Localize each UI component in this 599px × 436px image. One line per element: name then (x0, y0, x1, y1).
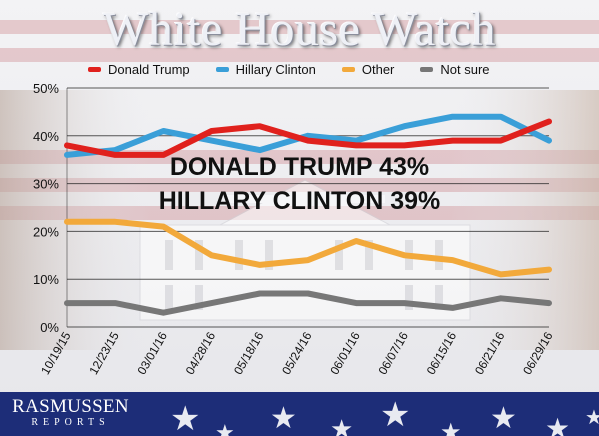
x-tick-label: 06/29/16 (520, 329, 556, 377)
footer-band (0, 392, 599, 436)
y-tick-label: 10% (33, 272, 59, 287)
x-tick-label: 06/07/16 (376, 329, 412, 377)
legend: Donald Trump Hillary Clinton Other Not s… (88, 62, 490, 77)
svg-text:★: ★ (585, 405, 599, 429)
svg-text:★: ★ (330, 415, 353, 436)
legend-label-not-sure: Not sure (440, 62, 490, 77)
rasmussen-logo: RASMUSSEN REPORTS (8, 396, 133, 428)
logo-sub: REPORTS (31, 417, 110, 428)
legend-item-not-sure: Not sure (420, 62, 490, 77)
svg-text:★: ★ (440, 418, 462, 436)
legend-label-trump: Donald Trump (108, 62, 190, 77)
y-tick-label: 0% (40, 320, 59, 335)
svg-text:★: ★ (270, 401, 297, 436)
x-tick-label: 06/15/16 (424, 329, 460, 377)
legend-label-other: Other (361, 62, 395, 77)
legend-swatch-not-sure (420, 67, 434, 72)
legend-item-trump: Donald Trump (88, 62, 190, 77)
y-tick-label: 20% (33, 224, 59, 239)
x-tick-label: 06/01/16 (327, 329, 363, 377)
logo-name: RASMUSSEN (12, 396, 129, 417)
series-line-hillary-clinton (64, 113, 552, 158)
headline-clinton: HILLARY CLINTON 39% (158, 187, 441, 215)
svg-text:★: ★ (545, 412, 570, 436)
legend-label-clinton: Hillary Clinton (235, 62, 316, 77)
y-tick-label: 30% (33, 177, 59, 192)
svg-text:★: ★ (215, 421, 235, 436)
svg-text:★: ★ (380, 395, 410, 435)
x-tick-label: 10/19/15 (38, 329, 74, 377)
svg-text:★: ★ (170, 399, 200, 436)
x-tick-label: 06/21/16 (472, 329, 508, 377)
x-tick-label: 03/01/16 (135, 329, 171, 377)
chart-title: White House Watch (103, 3, 496, 56)
series-line-donald-trump (64, 118, 552, 158)
legend-swatch-trump (88, 67, 101, 72)
series-line-other (64, 218, 552, 278)
x-tick-label: 05/24/16 (279, 329, 315, 377)
x-tick-label: 04/28/16 (183, 329, 219, 377)
legend-swatch-clinton (215, 67, 229, 72)
headline-trump: DONALD TRUMP 43% (169, 153, 430, 181)
legend-item-other: Other (341, 62, 395, 77)
legend-swatch-other (341, 67, 355, 72)
svg-text:★: ★ (490, 401, 517, 436)
legend-item-clinton: Hillary Clinton (215, 62, 316, 77)
y-tick-label: 40% (33, 129, 59, 144)
x-tick-label: 05/18/16 (231, 329, 267, 377)
x-tick-label: 12/23/15 (86, 329, 122, 377)
y-tick-label: 50% (33, 81, 59, 96)
series-line-not-sure (64, 290, 552, 316)
